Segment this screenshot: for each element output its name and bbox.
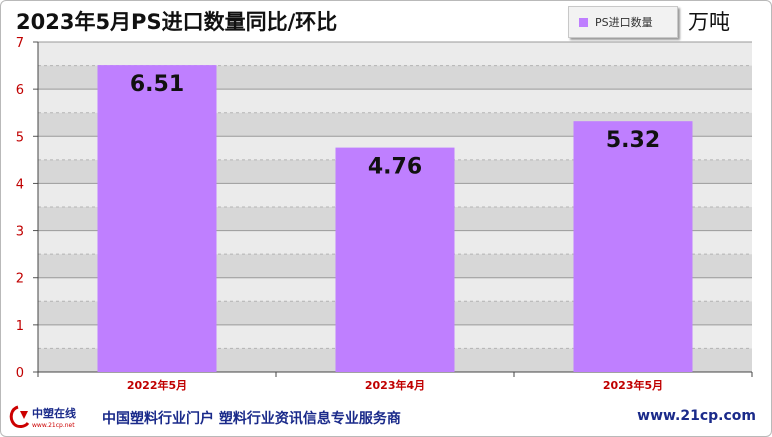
legend: PS进口数量 — [568, 6, 678, 38]
y-tick-label: 2 — [16, 272, 24, 287]
x-tick-label: 2022年5月 — [127, 378, 187, 392]
unit-label: 万吨 — [688, 10, 730, 34]
x-tick-label: 2023年5月 — [603, 378, 663, 392]
y-tick-label: 6 — [16, 83, 24, 98]
bar-2 — [335, 147, 455, 372]
bar-1 — [97, 65, 217, 372]
y-tick-label: 7 — [16, 36, 24, 51]
x-tick-label: 2023年4月 — [365, 378, 425, 392]
footer-tagline: 中国塑料行业门户 塑料行业资讯信息专业服务商 — [102, 411, 401, 427]
data-label: 5.32 — [606, 128, 660, 153]
footer: 中塑在线 www.21cp.net 中国塑料行业门户 塑料行业资讯信息专业服务商… — [0, 398, 772, 436]
chart-title: 2023年5月PS进口数量同比/环比 — [16, 10, 338, 34]
y-tick-label: 5 — [16, 130, 24, 145]
bar-3 — [573, 121, 693, 372]
y-tick-label: 3 — [16, 225, 24, 240]
y-tick-label: 1 — [16, 319, 24, 334]
legend-swatch — [579, 18, 588, 27]
logo-subtext: www.21cp.net — [32, 422, 75, 429]
grid-band — [38, 42, 752, 66]
logo-text: 中塑在线 — [32, 406, 76, 420]
bar-chart: 0 1 2 3 4 5 6 7 6.51 2022年5月 4.76 2023年4月 5.32 2023年5… — [16, 36, 753, 392]
brand-logo: 中塑在线 www.21cp.net — [9, 405, 76, 429]
y-tick-label: 0 — [16, 366, 24, 381]
legend-label: PS进口数量 — [595, 16, 653, 29]
footer-url: www.21cp.com — [637, 408, 756, 424]
data-label: 4.76 — [368, 155, 422, 180]
data-label: 6.51 — [130, 72, 184, 97]
y-tick-label: 4 — [16, 177, 24, 192]
